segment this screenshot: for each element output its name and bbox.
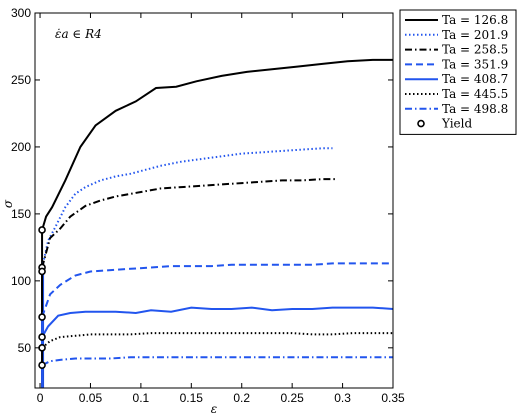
series-line-7 <box>41 356 393 367</box>
y-tick-label-2: 150 <box>11 207 31 221</box>
x-tick-label-1: 0.05 <box>79 391 103 405</box>
legend-label-yield: Yield <box>441 117 472 131</box>
legend-yield-marker <box>417 119 425 128</box>
series-line-6 <box>41 332 393 349</box>
yield-point-4 <box>38 313 46 321</box>
series-line-4 <box>41 262 393 318</box>
x-tick-label-3: 0.15 <box>180 391 204 405</box>
yield-point-1 <box>38 226 46 234</box>
legend-label-4: Ta = 351.9 <box>442 57 508 71</box>
y-tick-label-1: 100 <box>11 274 31 288</box>
plot-frame <box>34 12 394 389</box>
y-tick-label-0: 50 <box>18 341 32 355</box>
y-tick-label-5: 300 <box>11 6 31 20</box>
plot-series-group <box>41 58 394 388</box>
rate-annotation: ε̇a ∈ R4 <box>55 27 102 41</box>
legend-box <box>399 9 517 135</box>
series-line-2 <box>42 147 333 264</box>
legend-label-5: Ta = 408.7 <box>442 72 508 86</box>
legend-label-2: Ta = 201.9 <box>442 28 508 42</box>
legend-label-1: Ta = 126.8 <box>442 13 508 27</box>
series-line-1 <box>41 58 393 231</box>
x-tick-label-7: 0.35 <box>381 391 405 405</box>
series-line-5 <box>41 306 394 338</box>
yield-point-5 <box>38 333 46 341</box>
x-tick-label-0: 0 <box>37 391 44 405</box>
axis-ticks-group: 0 0.05 0.1 0.15 0.2 0.25 0.3 0.35 50 100 150 200 250… <box>11 6 405 405</box>
legend-label-6: Ta = 445.5 <box>442 87 508 101</box>
y-tick-label-3: 200 <box>11 140 31 154</box>
yield-point-3 <box>38 267 46 276</box>
legend-label-3: Ta = 258.5 <box>442 43 508 57</box>
yield-markers-group <box>38 226 46 370</box>
x-tick-label-6: 0.3 <box>334 391 351 405</box>
yield-point-7 <box>38 361 46 370</box>
x-tick-label-4: 0.2 <box>233 391 250 405</box>
x-tick-label-5: 0.25 <box>280 391 304 405</box>
x-tick-label-2: 0.1 <box>133 391 150 405</box>
legend-label-7: Ta = 498.8 <box>442 102 508 116</box>
series-line-3 <box>41 178 338 268</box>
legend: Ta = 126.8Ta = 201.9Ta = 258.5Ta = 351.9… <box>399 9 517 135</box>
x-axis-label: ε <box>211 402 217 416</box>
y-axis-label: σ <box>1 199 15 208</box>
y-tick-label-4: 250 <box>11 73 31 87</box>
